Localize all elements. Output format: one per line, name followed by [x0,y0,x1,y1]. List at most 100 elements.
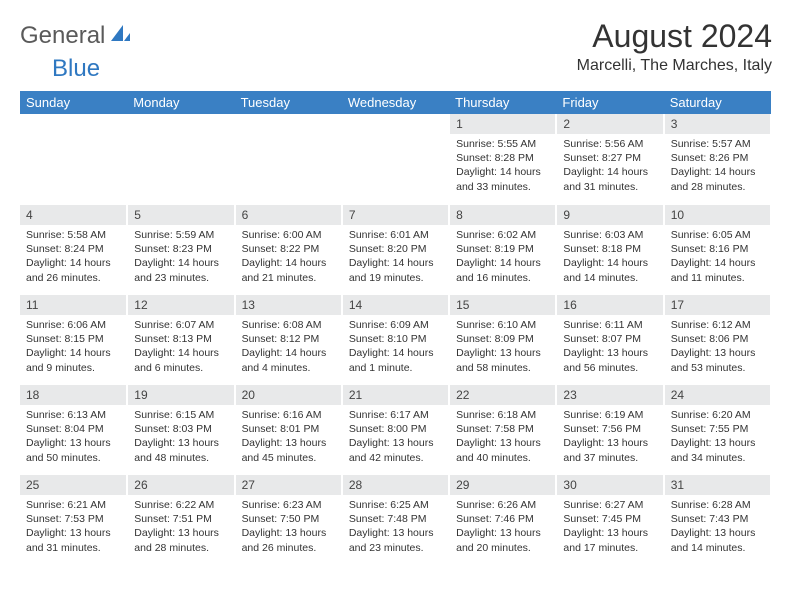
day-number: 17 [665,295,770,315]
day-cell: 31Sunrise: 6:28 AMSunset: 7:43 PMDayligh… [664,474,771,564]
day-cell: 29Sunrise: 6:26 AMSunset: 7:46 PMDayligh… [449,474,556,564]
day-number: 3 [665,114,770,134]
empty-cell [342,114,449,204]
day-data: Sunrise: 6:12 AMSunset: 8:06 PMDaylight:… [665,315,770,379]
day-cell: 13Sunrise: 6:08 AMSunset: 8:12 PMDayligh… [235,294,342,384]
day-cell: 5Sunrise: 5:59 AMSunset: 8:23 PMDaylight… [127,204,234,294]
weekday-header: Saturday [664,91,771,114]
day-number: 9 [557,205,662,225]
day-cell: 23Sunrise: 6:19 AMSunset: 7:56 PMDayligh… [556,384,663,474]
calendar-table: SundayMondayTuesdayWednesdayThursdayFrid… [20,91,772,565]
month-title: August 2024 [577,18,772,55]
day-number: 20 [236,385,341,405]
day-data: Sunrise: 5:58 AMSunset: 8:24 PMDaylight:… [20,225,126,289]
day-data: Sunrise: 6:09 AMSunset: 8:10 PMDaylight:… [343,315,448,379]
day-number: 28 [343,475,448,495]
day-data: Sunrise: 6:08 AMSunset: 8:12 PMDaylight:… [236,315,341,379]
day-data: Sunrise: 6:11 AMSunset: 8:07 PMDaylight:… [557,315,662,379]
day-cell: 17Sunrise: 6:12 AMSunset: 8:06 PMDayligh… [664,294,771,384]
day-number: 30 [557,475,662,495]
day-cell: 4Sunrise: 5:58 AMSunset: 8:24 PMDaylight… [20,204,127,294]
calendar-row: 1Sunrise: 5:55 AMSunset: 8:28 PMDaylight… [20,114,771,204]
day-number: 27 [236,475,341,495]
day-cell: 24Sunrise: 6:20 AMSunset: 7:55 PMDayligh… [664,384,771,474]
calendar-body: 1Sunrise: 5:55 AMSunset: 8:28 PMDaylight… [20,114,771,564]
day-cell: 16Sunrise: 6:11 AMSunset: 8:07 PMDayligh… [556,294,663,384]
day-number: 16 [557,295,662,315]
day-number: 24 [665,385,770,405]
day-cell: 28Sunrise: 6:25 AMSunset: 7:48 PMDayligh… [342,474,449,564]
calendar-row: 18Sunrise: 6:13 AMSunset: 8:04 PMDayligh… [20,384,771,474]
logo: General [20,22,133,50]
empty-cell [235,114,342,204]
day-cell: 14Sunrise: 6:09 AMSunset: 8:10 PMDayligh… [342,294,449,384]
empty-cell [127,114,234,204]
day-cell: 12Sunrise: 6:07 AMSunset: 8:13 PMDayligh… [127,294,234,384]
day-data: Sunrise: 6:22 AMSunset: 7:51 PMDaylight:… [128,495,233,559]
weekday-header: Sunday [20,91,127,114]
day-number: 31 [665,475,770,495]
day-data: Sunrise: 5:56 AMSunset: 8:27 PMDaylight:… [557,134,662,198]
day-number: 1 [450,114,555,134]
day-cell: 26Sunrise: 6:22 AMSunset: 7:51 PMDayligh… [127,474,234,564]
day-data: Sunrise: 6:20 AMSunset: 7:55 PMDaylight:… [665,405,770,469]
day-data: Sunrise: 6:03 AMSunset: 8:18 PMDaylight:… [557,225,662,289]
day-number: 14 [343,295,448,315]
day-number: 26 [128,475,233,495]
day-number: 21 [343,385,448,405]
day-number: 4 [20,205,126,225]
day-cell: 9Sunrise: 6:03 AMSunset: 8:18 PMDaylight… [556,204,663,294]
day-cell: 22Sunrise: 6:18 AMSunset: 7:58 PMDayligh… [449,384,556,474]
day-number: 8 [450,205,555,225]
day-data: Sunrise: 5:59 AMSunset: 8:23 PMDaylight:… [128,225,233,289]
logo-text-blue: Blue [52,55,100,83]
day-data: Sunrise: 6:13 AMSunset: 8:04 PMDaylight:… [20,405,126,469]
weekday-header-row: SundayMondayTuesdayWednesdayThursdayFrid… [20,91,771,114]
location: Marcelli, The Marches, Italy [577,57,772,75]
weekday-header: Tuesday [235,91,342,114]
day-data: Sunrise: 6:05 AMSunset: 8:16 PMDaylight:… [665,225,770,289]
day-number: 10 [665,205,770,225]
calendar-row: 11Sunrise: 6:06 AMSunset: 8:15 PMDayligh… [20,294,771,384]
day-data: Sunrise: 6:06 AMSunset: 8:15 PMDaylight:… [20,315,126,379]
day-cell: 15Sunrise: 6:10 AMSunset: 8:09 PMDayligh… [449,294,556,384]
empty-cell [20,114,127,204]
day-cell: 20Sunrise: 6:16 AMSunset: 8:01 PMDayligh… [235,384,342,474]
day-data: Sunrise: 6:15 AMSunset: 8:03 PMDaylight:… [128,405,233,469]
day-data: Sunrise: 6:27 AMSunset: 7:45 PMDaylight:… [557,495,662,559]
day-data: Sunrise: 6:10 AMSunset: 8:09 PMDaylight:… [450,315,555,379]
day-data: Sunrise: 6:17 AMSunset: 8:00 PMDaylight:… [343,405,448,469]
day-number: 23 [557,385,662,405]
day-cell: 7Sunrise: 6:01 AMSunset: 8:20 PMDaylight… [342,204,449,294]
day-data: Sunrise: 6:18 AMSunset: 7:58 PMDaylight:… [450,405,555,469]
weekday-header: Thursday [449,91,556,114]
calendar-row: 25Sunrise: 6:21 AMSunset: 7:53 PMDayligh… [20,474,771,564]
day-cell: 3Sunrise: 5:57 AMSunset: 8:26 PMDaylight… [664,114,771,204]
day-number: 13 [236,295,341,315]
day-number: 15 [450,295,555,315]
day-number: 2 [557,114,662,134]
day-cell: 11Sunrise: 6:06 AMSunset: 8:15 PMDayligh… [20,294,127,384]
day-number: 12 [128,295,233,315]
day-cell: 1Sunrise: 5:55 AMSunset: 8:28 PMDaylight… [449,114,556,204]
day-data: Sunrise: 6:26 AMSunset: 7:46 PMDaylight:… [450,495,555,559]
day-cell: 2Sunrise: 5:56 AMSunset: 8:27 PMDaylight… [556,114,663,204]
weekday-header: Friday [556,91,663,114]
day-data: Sunrise: 5:55 AMSunset: 8:28 PMDaylight:… [450,134,555,198]
day-data: Sunrise: 5:57 AMSunset: 8:26 PMDaylight:… [665,134,770,198]
day-cell: 27Sunrise: 6:23 AMSunset: 7:50 PMDayligh… [235,474,342,564]
day-cell: 21Sunrise: 6:17 AMSunset: 8:00 PMDayligh… [342,384,449,474]
day-number: 22 [450,385,555,405]
day-number: 29 [450,475,555,495]
day-number: 19 [128,385,233,405]
day-data: Sunrise: 6:00 AMSunset: 8:22 PMDaylight:… [236,225,341,289]
day-data: Sunrise: 6:23 AMSunset: 7:50 PMDaylight:… [236,495,341,559]
day-cell: 18Sunrise: 6:13 AMSunset: 8:04 PMDayligh… [20,384,127,474]
day-number: 7 [343,205,448,225]
logo-sail-icon [109,23,131,50]
logo-text-general: General [20,22,105,50]
day-cell: 10Sunrise: 6:05 AMSunset: 8:16 PMDayligh… [664,204,771,294]
day-data: Sunrise: 6:01 AMSunset: 8:20 PMDaylight:… [343,225,448,289]
day-cell: 8Sunrise: 6:02 AMSunset: 8:19 PMDaylight… [449,204,556,294]
day-data: Sunrise: 6:02 AMSunset: 8:19 PMDaylight:… [450,225,555,289]
